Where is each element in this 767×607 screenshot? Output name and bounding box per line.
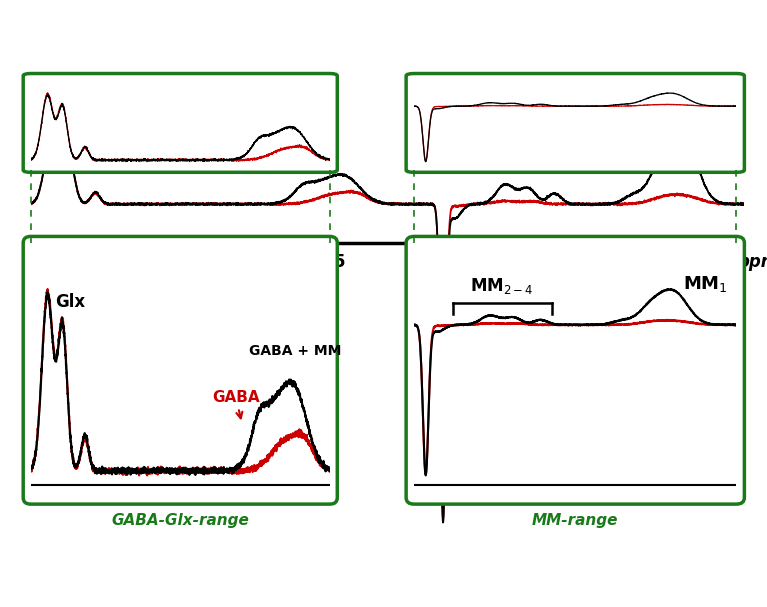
Text: 1.0: 1.0 — [651, 253, 680, 271]
Text: 2.5: 2.5 — [317, 253, 347, 271]
Text: GABA: GABA — [212, 390, 260, 418]
Text: MM-range: MM-range — [532, 513, 618, 528]
Text: 3.5: 3.5 — [94, 253, 123, 271]
Text: ppm: ppm — [737, 253, 767, 271]
Text: 1.5: 1.5 — [540, 253, 569, 271]
Text: 2.0: 2.0 — [428, 253, 458, 271]
FancyBboxPatch shape — [23, 236, 337, 504]
Text: GABA + MM: GABA + MM — [249, 344, 342, 358]
Text: MM$_{2-4}$: MM$_{2-4}$ — [470, 276, 533, 296]
FancyBboxPatch shape — [407, 73, 744, 172]
Text: Glx: Glx — [55, 293, 85, 311]
Text: GABA-Glx-range: GABA-Glx-range — [111, 513, 249, 528]
FancyBboxPatch shape — [23, 73, 337, 172]
Text: 3.0: 3.0 — [206, 253, 235, 271]
FancyBboxPatch shape — [407, 236, 744, 504]
Text: MM$_1$: MM$_1$ — [683, 274, 729, 294]
